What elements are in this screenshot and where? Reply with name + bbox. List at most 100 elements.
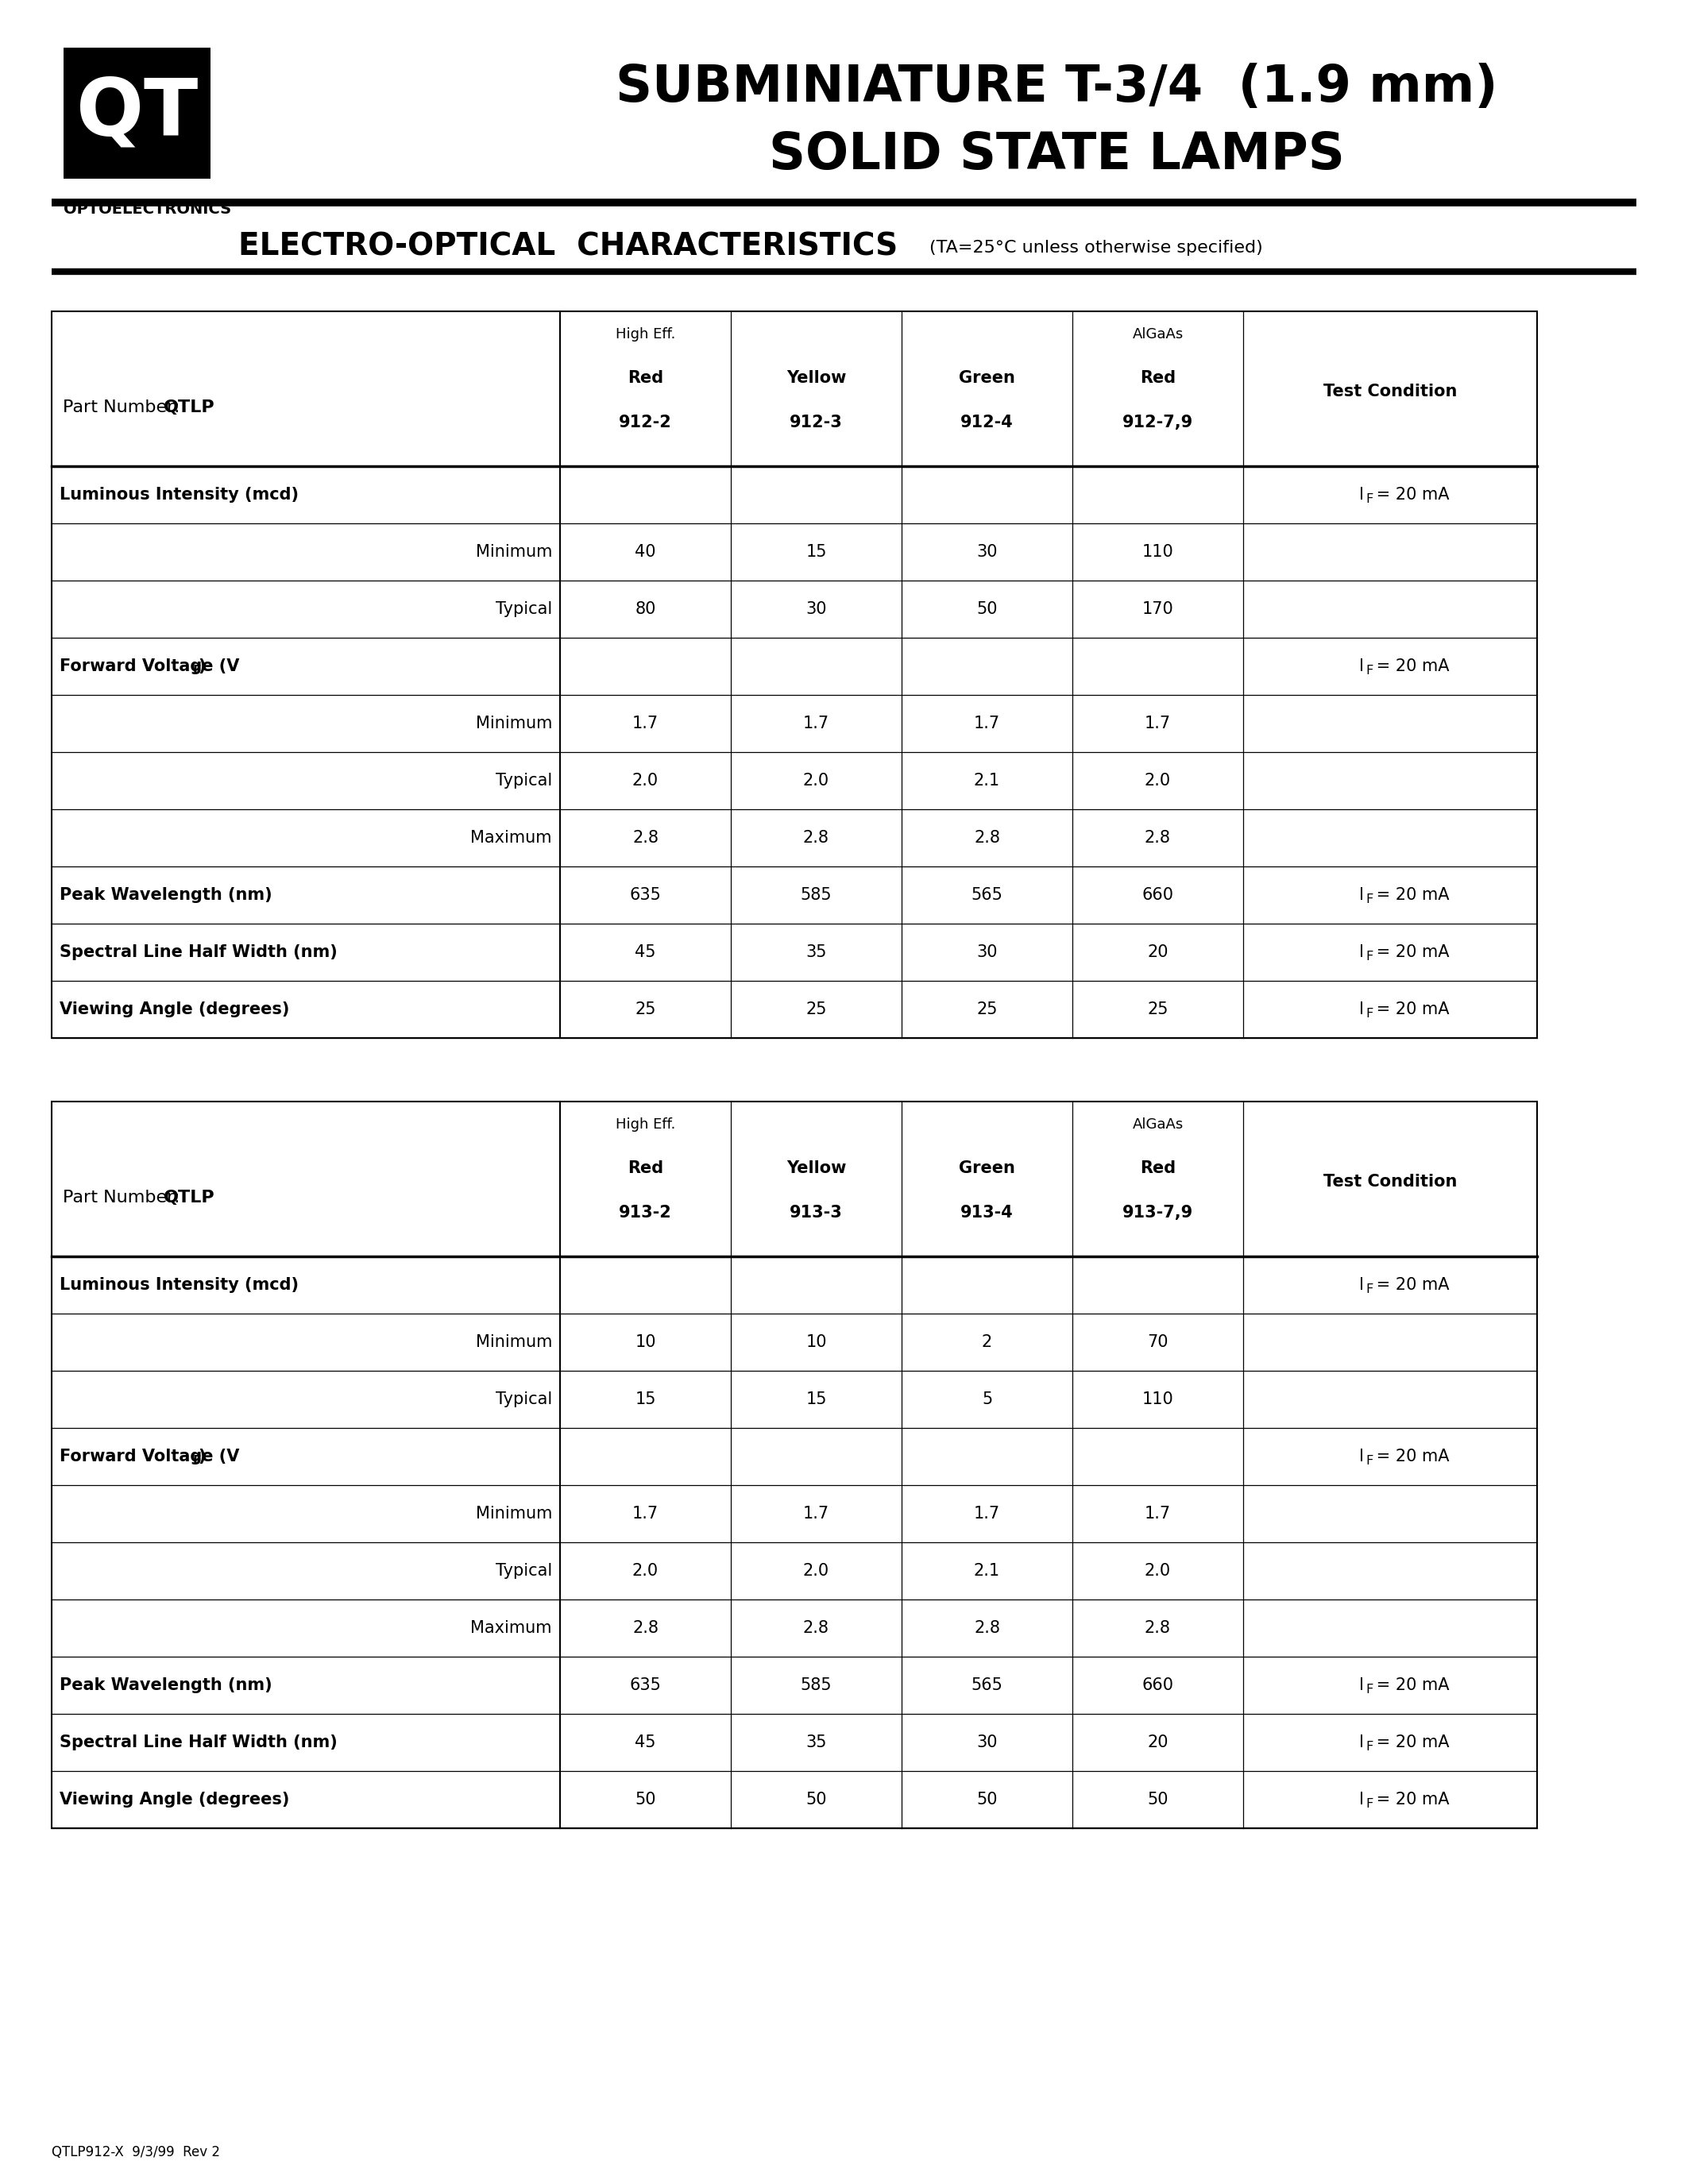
Text: 2.0: 2.0 xyxy=(1144,1564,1171,1579)
Text: Forward Voltage (V: Forward Voltage (V xyxy=(59,657,240,675)
Text: 5: 5 xyxy=(982,1391,993,1406)
Text: I: I xyxy=(1359,1677,1364,1693)
Text: 913-4: 913-4 xyxy=(960,1206,1013,1221)
Text: 20: 20 xyxy=(1148,1734,1168,1749)
Text: 15: 15 xyxy=(805,544,827,559)
Text: Luminous Intensity (mcd): Luminous Intensity (mcd) xyxy=(59,487,299,502)
Text: I: I xyxy=(1359,1791,1364,1808)
Text: 2.8: 2.8 xyxy=(974,830,999,845)
Text: 660: 660 xyxy=(1141,887,1173,902)
Text: AlGaAs: AlGaAs xyxy=(1133,1118,1183,1131)
Text: Forward Voltage (V: Forward Voltage (V xyxy=(59,1448,240,1465)
Text: 1.7: 1.7 xyxy=(974,716,999,732)
Text: AlGaAs: AlGaAs xyxy=(1133,328,1183,341)
Text: 912-3: 912-3 xyxy=(790,415,842,430)
Text: Minimum: Minimum xyxy=(476,716,552,732)
Text: Peak Wavelength (nm): Peak Wavelength (nm) xyxy=(59,887,272,902)
Text: 2.8: 2.8 xyxy=(633,830,658,845)
Text: 2.1: 2.1 xyxy=(974,1564,999,1579)
Text: High Eff.: High Eff. xyxy=(616,1118,675,1131)
Bar xyxy=(64,48,211,179)
Text: 913-7,9: 913-7,9 xyxy=(1123,1206,1193,1221)
Text: 2.0: 2.0 xyxy=(803,773,829,788)
Text: 1.7: 1.7 xyxy=(633,716,658,732)
Text: 2.8: 2.8 xyxy=(1144,1621,1171,1636)
Text: I: I xyxy=(1359,657,1364,675)
Text: = 20 mA: = 20 mA xyxy=(1371,1677,1450,1693)
Text: Maximum: Maximum xyxy=(471,1621,552,1636)
Text: 2.0: 2.0 xyxy=(803,1564,829,1579)
Text: 2.0: 2.0 xyxy=(633,773,658,788)
Text: I: I xyxy=(1359,943,1364,961)
Text: 912-7,9: 912-7,9 xyxy=(1123,415,1193,430)
Text: ELECTRO-OPTICAL  CHARACTERISTICS: ELECTRO-OPTICAL CHARACTERISTICS xyxy=(238,232,898,262)
Text: = 20 mA: = 20 mA xyxy=(1371,1791,1450,1808)
Text: SOLID STATE LAMPS: SOLID STATE LAMPS xyxy=(768,131,1344,179)
Text: 565: 565 xyxy=(971,887,1003,902)
Text: 2.8: 2.8 xyxy=(803,830,829,845)
Text: 80: 80 xyxy=(635,601,657,618)
Text: Minimum: Minimum xyxy=(476,1505,552,1522)
Text: Part Number:: Part Number: xyxy=(62,1190,191,1206)
Text: 50: 50 xyxy=(976,601,998,618)
Text: Red: Red xyxy=(1139,1160,1175,1175)
Text: 25: 25 xyxy=(805,1002,827,1018)
Text: 1.7: 1.7 xyxy=(1144,716,1171,732)
Text: I: I xyxy=(1359,487,1364,502)
Text: Part Number:: Part Number: xyxy=(62,400,191,415)
Text: F: F xyxy=(1366,1007,1374,1020)
Text: 30: 30 xyxy=(976,943,998,961)
Text: 635: 635 xyxy=(630,887,662,902)
Text: F: F xyxy=(1366,1455,1374,1468)
Text: F: F xyxy=(192,664,201,677)
Text: Typical: Typical xyxy=(496,1564,552,1579)
Text: Spectral Line Half Width (nm): Spectral Line Half Width (nm) xyxy=(59,1734,338,1749)
Text: 2.8: 2.8 xyxy=(974,1621,999,1636)
Text: 913-2: 913-2 xyxy=(619,1206,672,1221)
Text: Minimum: Minimum xyxy=(476,544,552,559)
Text: 30: 30 xyxy=(805,601,827,618)
Text: 2: 2 xyxy=(982,1334,993,1350)
Text: F: F xyxy=(1366,1684,1374,1695)
Text: 40: 40 xyxy=(635,544,657,559)
Text: Green: Green xyxy=(959,369,1014,387)
Text: 2.0: 2.0 xyxy=(633,1564,658,1579)
Bar xyxy=(52,312,1538,1037)
Text: F: F xyxy=(1366,494,1374,505)
Text: 1.7: 1.7 xyxy=(1144,1505,1171,1522)
Text: 585: 585 xyxy=(800,887,832,902)
Text: 2.8: 2.8 xyxy=(633,1621,658,1636)
Text: 70: 70 xyxy=(1148,1334,1168,1350)
Text: = 20 mA: = 20 mA xyxy=(1371,487,1450,502)
Text: Yellow: Yellow xyxy=(787,369,846,387)
Text: F: F xyxy=(192,1455,201,1468)
Text: Viewing Angle (degrees): Viewing Angle (degrees) xyxy=(59,1791,289,1808)
Text: 1.7: 1.7 xyxy=(803,716,829,732)
Text: 50: 50 xyxy=(805,1791,827,1808)
Text: Minimum: Minimum xyxy=(476,1334,552,1350)
Text: Red: Red xyxy=(628,369,663,387)
Text: F: F xyxy=(1366,950,1374,963)
Text: 913-3: 913-3 xyxy=(790,1206,842,1221)
Text: 35: 35 xyxy=(805,1734,827,1749)
Text: 10: 10 xyxy=(635,1334,657,1350)
Text: 170: 170 xyxy=(1143,601,1173,618)
Text: Test Condition: Test Condition xyxy=(1323,384,1457,400)
Text: 2.1: 2.1 xyxy=(974,773,999,788)
Text: 25: 25 xyxy=(635,1002,657,1018)
Text: 912-4: 912-4 xyxy=(960,415,1013,430)
Text: 565: 565 xyxy=(971,1677,1003,1693)
Text: Spectral Line Half Width (nm): Spectral Line Half Width (nm) xyxy=(59,943,338,961)
Text: 1.7: 1.7 xyxy=(974,1505,999,1522)
Text: Red: Red xyxy=(628,1160,663,1175)
Text: Viewing Angle (degrees): Viewing Angle (degrees) xyxy=(59,1002,289,1018)
Text: 20: 20 xyxy=(1148,943,1168,961)
Text: 912-2: 912-2 xyxy=(619,415,672,430)
Text: F: F xyxy=(1366,1797,1374,1811)
Text: 585: 585 xyxy=(800,1677,832,1693)
Text: OPTOELECTRONICS: OPTOELECTRONICS xyxy=(64,201,231,216)
Text: = 20 mA: = 20 mA xyxy=(1371,1278,1450,1293)
Text: 1.7: 1.7 xyxy=(633,1505,658,1522)
Text: 2.0: 2.0 xyxy=(1144,773,1171,788)
Text: I: I xyxy=(1359,1002,1364,1018)
